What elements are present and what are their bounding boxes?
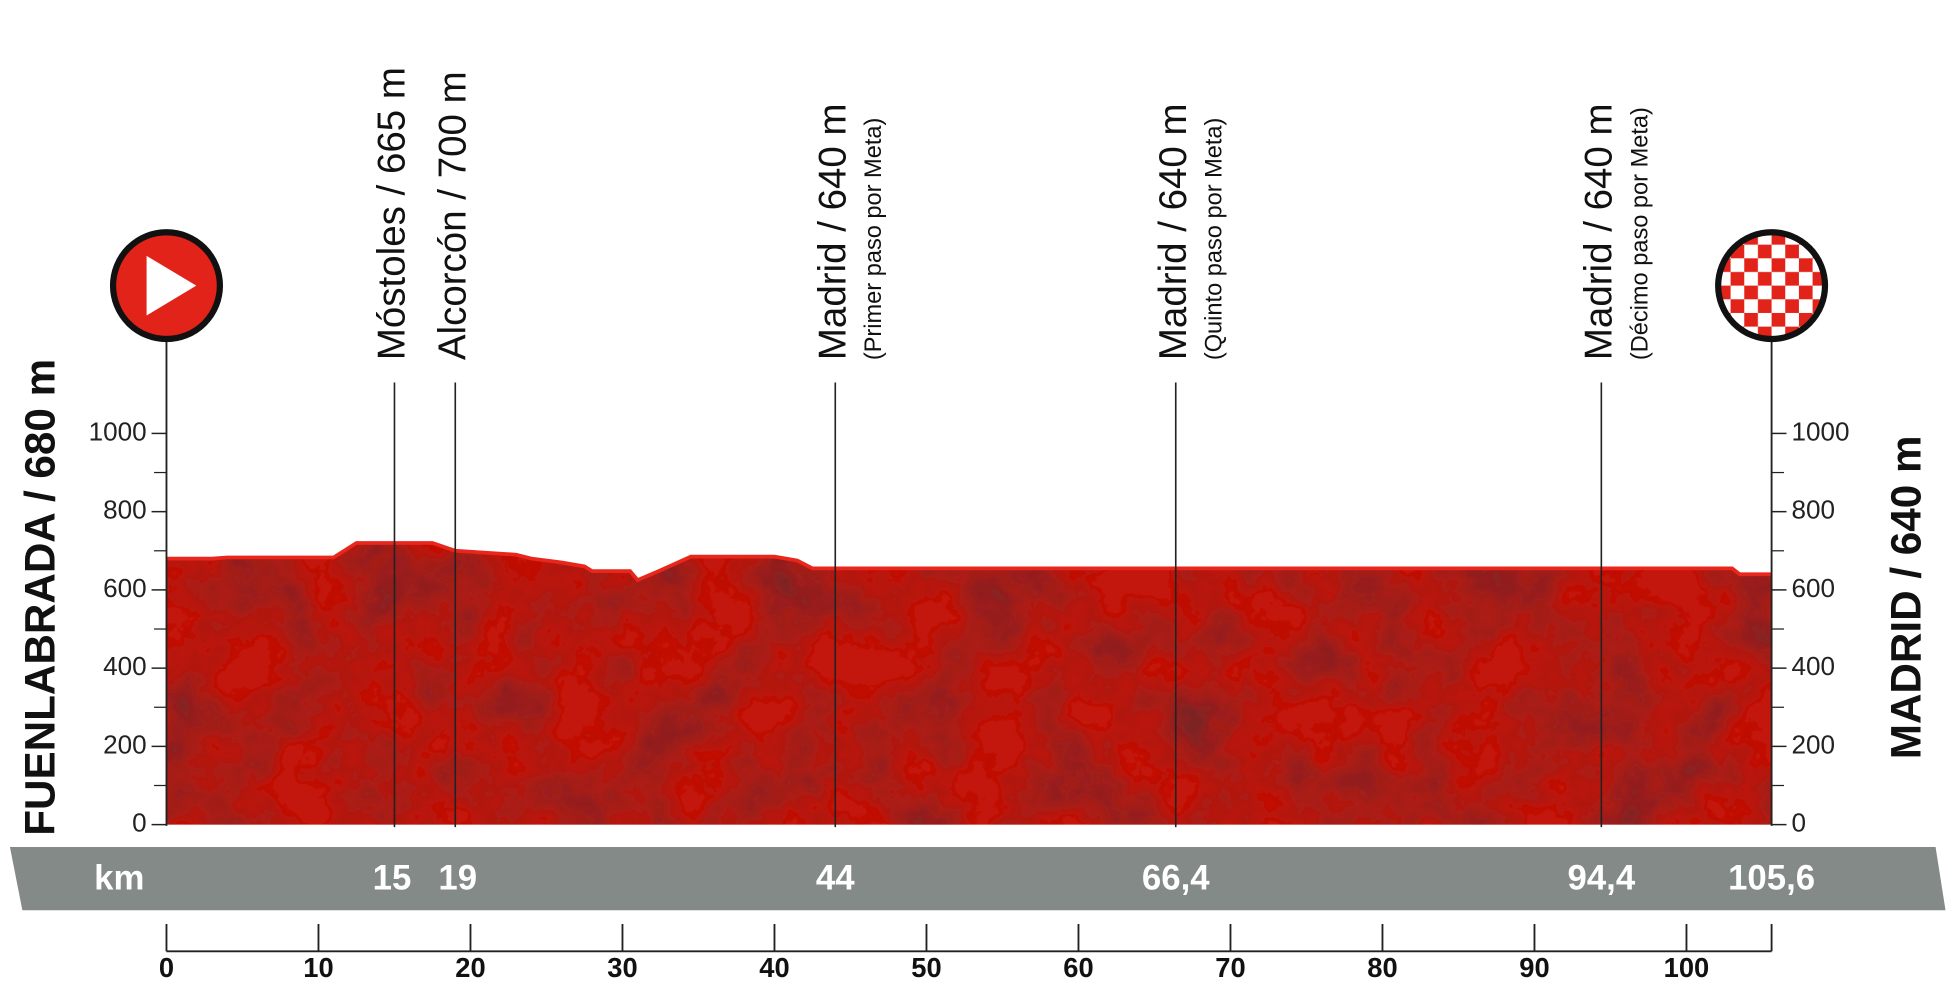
x-tick-label: 30 [607,952,637,983]
km-marker-label: 19 [438,860,477,898]
x-tick-label: 70 [1215,952,1245,983]
km-marker-label: 94,4 [1568,860,1636,898]
km-marker-label: 44 [816,860,855,898]
waypoint-note: (Primer paso por Meta) [861,118,887,361]
x-tick-label: 90 [1519,952,1549,983]
y-tick-label: 400 [103,651,147,681]
waypoint-name: Madrid / 640 m [811,103,854,360]
y-tick-label: 200 [103,729,147,759]
y-tick-label: 800 [1791,495,1835,525]
waypoint-name: Madrid / 640 m [1578,103,1621,360]
x-tick-label: 0 [159,952,174,983]
y-tick-label: 0 [1791,808,1806,838]
y-tick-label: 1000 [89,416,147,446]
x-tick-label: 60 [1063,952,1093,983]
y-tick-label: 400 [1791,651,1835,681]
waypoint-name: Alcorcón / 700 m [431,71,474,360]
waypoint-note: (Décimo paso por Meta) [1627,107,1653,360]
x-tick-label: 20 [455,952,485,983]
y-tick-label: 0 [132,808,147,838]
x-tick-label: 100 [1664,952,1710,983]
x-tick-label: 10 [303,952,333,983]
y-tick-label: 800 [103,495,147,525]
y-tick-label: 1000 [1791,416,1849,446]
waypoint-name: Móstoles / 665 m [371,67,414,360]
km-band [9,846,1946,911]
x-tick-label: 50 [911,952,941,983]
km-marker-label: 15 [373,860,412,898]
km-label: km [94,860,144,898]
finish-label: MADRID / 640 m [1883,435,1930,759]
start-label: FUENLABRADA / 680 m [17,359,64,836]
x-tick-label: 40 [759,952,789,983]
start-arrow [146,255,197,316]
y-tick-label: 600 [103,573,147,603]
elevation-area [166,542,1772,825]
x-tick-label: 80 [1367,952,1397,983]
y-tick-label: 200 [1791,729,1835,759]
km-marker-label: 66,4 [1142,860,1210,898]
finish-icon [1715,229,1829,343]
waypoint-name: Madrid / 640 m [1152,103,1195,360]
finish-km-label: 105,6 [1728,860,1815,898]
y-tick-label: 600 [1791,573,1835,603]
waypoint-note: (Quinto paso por Meta) [1202,118,1228,361]
